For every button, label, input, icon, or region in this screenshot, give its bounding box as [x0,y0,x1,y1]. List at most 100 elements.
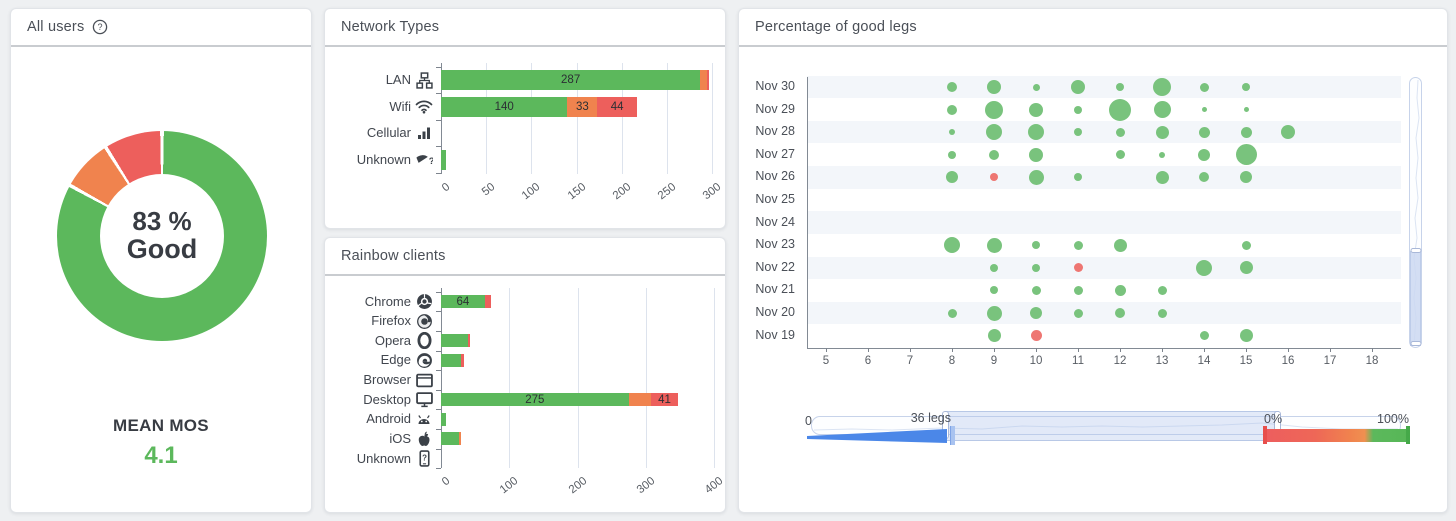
vertical-navigator-top-handle[interactable] [1410,248,1421,253]
vertical-navigator-selected-range[interactable] [1410,251,1421,346]
leg-bubble-good[interactable] [1109,98,1131,121]
percent-gradient-bar[interactable] [1266,429,1407,442]
leg-bubble-good[interactable] [1115,150,1125,160]
leg-bubble-good[interactable] [1071,80,1085,94]
bar-segment-poor[interactable] [706,70,710,90]
leg-bubble-good[interactable] [1115,308,1125,318]
leg-bubble-good[interactable] [1240,171,1252,184]
leg-bubble-good[interactable] [989,149,999,160]
leg-bubble-good[interactable] [1198,126,1210,138]
leg-bubble-good[interactable] [1073,240,1083,250]
bar-segment-medium[interactable]: 33 [567,96,598,117]
donut-center-percent: 83 % [132,205,192,236]
vertical-navigator-bottom-handle[interactable] [1410,341,1421,346]
leg-bubble-good[interactable] [990,263,998,272]
percent-slider-left-handle[interactable] [1263,426,1267,444]
bar-segment-poor[interactable] [461,353,464,367]
bar-segment-medium[interactable] [700,70,707,90]
leg-bubble-good[interactable] [1153,101,1171,119]
leg-bubble-good[interactable] [1032,263,1040,272]
leg-bubble-good[interactable] [947,82,957,92]
leg-bubble-good[interactable] [1235,144,1257,166]
leg-bubble-poor[interactable] [1030,330,1042,342]
leg-bubble-good[interactable] [1029,102,1043,117]
bar-segment-good[interactable] [441,432,460,446]
leg-bubble-good[interactable] [1116,83,1124,91]
leg-bubble-good[interactable] [949,129,955,136]
leg-bubble-good[interactable] [1028,124,1044,141]
bar-segment-poor[interactable] [468,334,471,348]
time-range-navigator[interactable] [811,416,1401,435]
leg-bubble-good[interactable] [1199,331,1209,341]
leg-bubble-good[interactable] [1239,261,1253,275]
vertical-range-navigator[interactable] [1409,77,1422,348]
leg-bubble-good[interactable] [1157,308,1167,318]
leg-bubble-good[interactable] [987,80,1001,94]
bar-segment-medium[interactable] [459,432,461,446]
leg-bubble-good[interactable] [1028,169,1044,185]
bar-segment-good[interactable] [441,149,446,170]
bar-segment-good[interactable] [441,334,469,348]
leg-bubble-good[interactable] [1199,172,1209,183]
bar-segment-poor[interactable]: 41 [650,393,679,407]
x-axis-tick-label: 18 [1365,355,1379,368]
leg-bubble-good[interactable] [1115,127,1125,137]
leg-bubble-good[interactable] [946,171,958,184]
bar-segment-poor[interactable]: 44 [597,96,637,117]
leg-bubble-good[interactable] [1153,78,1171,96]
leg-bubble-good[interactable] [1030,307,1042,319]
leg-bubble-good[interactable] [1243,107,1249,113]
leg-bubble-good[interactable] [987,329,1001,343]
leg-bubble-good[interactable] [985,100,1003,119]
bar-segment-good[interactable] [441,412,447,426]
leg-bubble-poor[interactable] [990,173,998,182]
leg-bubble-good[interactable] [1029,147,1043,162]
bar-segment-good[interactable]: 140 [441,96,568,117]
leg-bubble-good[interactable] [1198,148,1210,161]
leg-bubble-good[interactable] [1201,107,1207,113]
leg-bubble-good[interactable] [1241,240,1251,250]
leg-bubble-good[interactable] [1196,259,1212,276]
leg-bubble-good[interactable] [1074,105,1082,114]
leg-bubble-good[interactable] [1240,126,1252,138]
leg-bubble-good[interactable] [1073,308,1083,318]
leg-bubble-good[interactable] [990,286,998,295]
leg-bubble-good[interactable] [986,124,1002,141]
leg-bubble-good[interactable] [1242,83,1250,91]
leg-bubble-good[interactable] [1074,173,1082,182]
leg-bubble-good[interactable] [947,104,957,115]
svg-text:?: ? [422,454,427,463]
leg-bubble-good[interactable] [1031,285,1041,295]
leg-bubble-good[interactable] [1159,151,1165,158]
leg-bubble-good[interactable] [944,237,960,254]
percent-slider-right-handle[interactable] [1406,426,1410,444]
leg-bubble-good[interactable] [1032,83,1040,91]
leg-bubble-good[interactable] [1199,82,1209,92]
leg-bubble-good[interactable] [948,150,956,159]
leg-bubble-poor[interactable] [1073,263,1083,273]
legs-size-wedge-slider[interactable] [807,427,949,444]
leg-bubble-good[interactable] [1157,285,1167,295]
navigator-selected-range[interactable] [946,411,1279,441]
leg-bubble-good[interactable] [986,305,1002,321]
leg-bubble-good[interactable] [1113,238,1127,252]
bar-segment-good[interactable] [441,353,462,367]
leg-bubble-good[interactable] [1074,128,1082,137]
leg-bubble-good[interactable] [1073,285,1083,295]
bar-segment-poor[interactable] [484,295,491,308]
leg-bubble-good[interactable] [1032,241,1040,250]
bar-segment-medium[interactable] [628,393,651,407]
leg-bubble-good[interactable] [986,237,1002,253]
bar-segment-good[interactable]: 287 [441,70,701,90]
leg-bubble-good[interactable] [1281,125,1295,140]
leg-bubble-good[interactable] [947,308,957,318]
legs-slider-handle[interactable] [950,426,955,445]
bar-segment-good[interactable]: 275 [441,393,629,407]
help-icon[interactable]: ? [92,19,108,35]
rainbow-clients-chart: 0 100 200 300 400 Chrome 64 Firefox Opera Edge Bro… [325,276,725,512]
leg-bubble-good[interactable] [1155,170,1169,184]
leg-bubble-good[interactable] [1114,284,1126,296]
bar-segment-good[interactable]: 64 [441,295,485,308]
leg-bubble-good[interactable] [1155,125,1169,139]
leg-bubble-good[interactable] [1239,329,1253,343]
